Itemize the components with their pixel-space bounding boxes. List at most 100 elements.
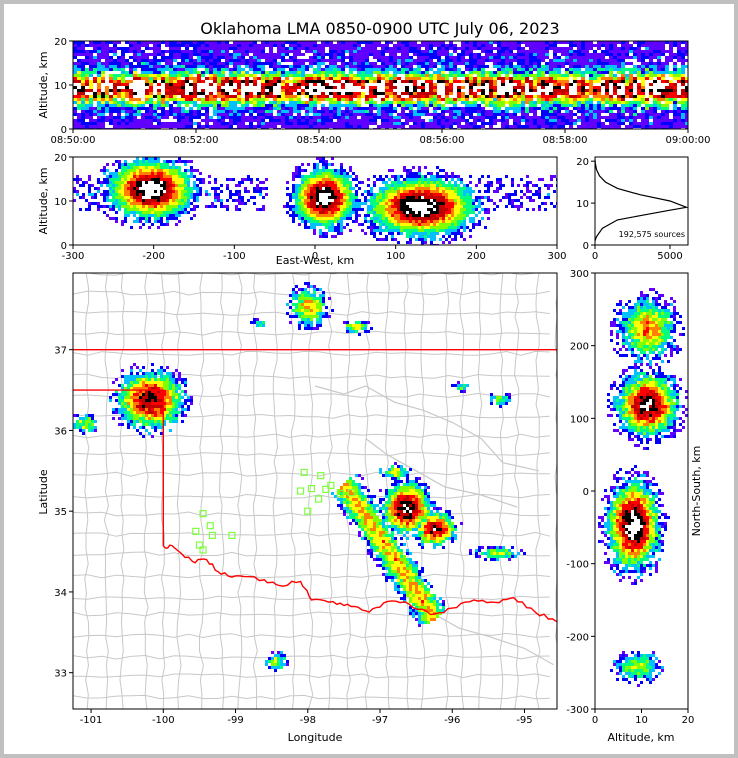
east-west-cell	[313, 211, 316, 214]
time-altitude-cell	[561, 119, 565, 122]
time-altitude-cell	[357, 74, 361, 77]
east-west-cell	[166, 175, 169, 178]
east-west-cell	[310, 217, 313, 220]
time-altitude-cell	[537, 122, 541, 125]
time-altitude-cell	[645, 119, 649, 122]
time-altitude-cell	[133, 50, 137, 53]
east-west-cell	[136, 160, 139, 163]
east-west-cell	[253, 187, 256, 190]
east-west-cell	[157, 196, 160, 199]
time-altitude-cell	[249, 68, 253, 71]
time-altitude-cell	[521, 110, 525, 113]
east-west-cell	[298, 196, 301, 199]
time-altitude-cell	[517, 101, 521, 104]
time-altitude-cell	[121, 98, 125, 101]
time-altitude-cell	[381, 56, 385, 59]
time-altitude-cell	[233, 110, 237, 113]
time-altitude-cell	[81, 71, 85, 74]
time-altitude-cell	[397, 95, 401, 98]
east-west-cell	[148, 220, 151, 223]
time-altitude-cell	[553, 107, 557, 110]
time-altitude-cell	[81, 53, 85, 56]
time-altitude-cell	[577, 104, 581, 107]
time-altitude-cell	[105, 98, 109, 101]
time-altitude-cell	[173, 89, 177, 92]
time-altitude-cell	[145, 59, 149, 62]
time-altitude-cell	[221, 110, 225, 113]
time-altitude-cell	[645, 44, 649, 47]
east-west-cell	[295, 214, 298, 217]
east-west-cell	[163, 199, 166, 202]
east-west-cell	[151, 178, 154, 181]
time-altitude-cell	[269, 56, 273, 59]
time-altitude-cell	[241, 62, 245, 65]
time-altitude-cell	[461, 95, 465, 98]
time-altitude-cell	[561, 47, 565, 50]
time-altitude-cell	[669, 80, 673, 83]
east-west-cell	[304, 181, 307, 184]
east-west-cell	[301, 178, 304, 181]
east-west-cell	[313, 166, 316, 169]
time-altitude-cell	[593, 125, 597, 128]
time-altitude-cell	[273, 71, 277, 74]
time-altitude-cell	[281, 89, 285, 92]
time-altitude-cell	[665, 65, 669, 68]
time-tick-label: 08:50:00	[51, 135, 96, 146]
time-altitude-cell	[629, 125, 633, 128]
time-altitude-cell	[245, 62, 249, 65]
time-altitude-cell	[653, 95, 657, 98]
time-altitude-cell	[505, 59, 509, 62]
time-altitude-cell	[489, 116, 493, 119]
time-altitude-cell	[449, 110, 453, 113]
time-altitude-cell	[425, 74, 429, 77]
time-altitude-cell	[205, 80, 209, 83]
time-altitude-cell	[73, 83, 77, 86]
time-altitude-cell	[389, 83, 393, 86]
time-altitude-cell	[265, 86, 269, 89]
time-altitude-cell	[73, 125, 77, 128]
time-altitude-cell	[85, 89, 89, 92]
time-altitude-cell	[233, 86, 237, 89]
time-altitude-cell	[609, 47, 613, 50]
time-altitude-cell	[73, 44, 77, 47]
time-altitude-cell	[317, 119, 321, 122]
time-altitude-cell	[665, 86, 669, 89]
time-altitude-cell	[609, 56, 613, 59]
time-altitude-cell	[393, 65, 397, 68]
time-altitude-cell	[665, 113, 669, 116]
time-altitude-cell	[193, 86, 197, 89]
east-west-cell	[184, 208, 187, 211]
time-altitude-cell	[209, 41, 213, 44]
time-altitude-cell	[357, 104, 361, 107]
time-altitude-cell	[449, 86, 453, 89]
time-altitude-cell	[189, 68, 193, 71]
time-altitude-cell	[585, 68, 589, 71]
time-altitude-cell	[525, 65, 529, 68]
time-altitude-cell	[565, 62, 569, 65]
time-altitude-cell	[157, 53, 161, 56]
time-altitude-cell	[73, 47, 77, 50]
east-west-cell	[226, 205, 229, 208]
time-altitude-cell	[309, 86, 313, 89]
east-west-cell	[295, 169, 298, 172]
time-altitude-cell	[153, 41, 157, 44]
time-altitude-cell	[473, 119, 477, 122]
east-west-cell	[178, 181, 181, 184]
time-altitude-cell	[357, 119, 361, 122]
east-west-cell	[145, 208, 148, 211]
east-west-cell	[145, 199, 148, 202]
time-altitude-cell	[385, 65, 389, 68]
time-altitude-cell	[297, 95, 301, 98]
time-altitude-cell	[229, 62, 233, 65]
time-altitude-cell	[97, 101, 101, 104]
time-altitude-cell	[485, 89, 489, 92]
time-altitude-cell	[105, 59, 109, 62]
time-altitude-cell	[201, 104, 205, 107]
time-altitude-cell	[621, 41, 625, 44]
east-west-cell	[157, 208, 160, 211]
time-altitude-cell	[145, 107, 149, 110]
time-altitude-cell	[569, 44, 573, 47]
east-west-cell	[97, 190, 100, 193]
east-west-cell	[187, 187, 190, 190]
time-altitude-cell	[113, 59, 117, 62]
